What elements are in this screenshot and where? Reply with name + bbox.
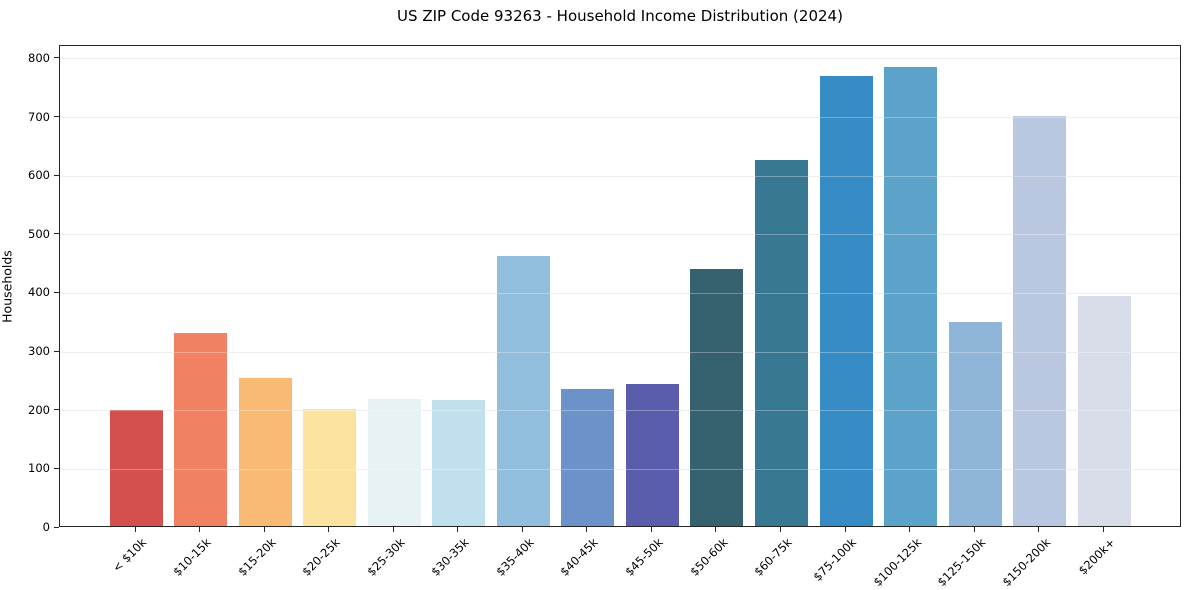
gridline bbox=[60, 234, 1180, 236]
x-tick-mark bbox=[521, 527, 523, 532]
x-tick-label: $15-20k bbox=[234, 535, 279, 579]
x-tick-mark bbox=[1102, 527, 1104, 532]
y-tick-mark bbox=[54, 350, 59, 352]
x-tick-mark bbox=[134, 527, 136, 532]
x-tick-mark bbox=[199, 527, 201, 532]
x-tick-mark bbox=[844, 527, 846, 532]
x-tick-label: $75-100k bbox=[810, 535, 860, 584]
x-tick-mark bbox=[457, 527, 459, 532]
bar bbox=[174, 332, 228, 526]
bar bbox=[755, 159, 808, 526]
bar bbox=[432, 399, 486, 526]
y-tick-mark bbox=[54, 291, 59, 293]
x-tick-label: $45-50k bbox=[622, 535, 666, 579]
bar bbox=[690, 269, 744, 526]
gridline-overlay bbox=[60, 58, 1180, 60]
x-tick-mark bbox=[909, 527, 911, 532]
x-tick-label: $200k+ bbox=[1075, 535, 1118, 578]
y-tick-mark bbox=[54, 233, 59, 235]
gridline bbox=[60, 351, 1180, 353]
bar bbox=[109, 409, 163, 526]
bar bbox=[819, 75, 873, 526]
gridline bbox=[60, 468, 1180, 470]
y-tick-label: 400 bbox=[28, 285, 50, 300]
bar bbox=[1077, 296, 1131, 526]
y-tick-label: 600 bbox=[28, 168, 50, 183]
y-tick-label: 100 bbox=[28, 461, 50, 476]
x-tick-label: $25-30k bbox=[363, 535, 408, 579]
x-tick-label: $40-45k bbox=[557, 535, 602, 579]
x-tick-label: $150-200k bbox=[999, 535, 1053, 590]
bar bbox=[367, 398, 421, 526]
x-tick-label: $50-60k bbox=[686, 535, 731, 579]
x-tick-mark bbox=[973, 527, 975, 532]
gridline bbox=[60, 292, 1180, 294]
x-tick-label: $100-125k bbox=[870, 535, 924, 590]
gridline-overlay bbox=[60, 351, 1180, 353]
x-tick-mark bbox=[263, 527, 265, 532]
y-tick-label: 0 bbox=[42, 520, 50, 534]
gridline-overlay bbox=[60, 175, 1180, 177]
y-tick-mark bbox=[54, 57, 59, 59]
bar bbox=[1013, 115, 1067, 526]
gridline-overlay bbox=[60, 410, 1180, 412]
y-tick-mark bbox=[54, 467, 59, 469]
gridline-overlay bbox=[60, 468, 1180, 470]
chart-title: US ZIP Code 93263 - Household Income Dis… bbox=[397, 7, 843, 25]
bar bbox=[496, 256, 550, 526]
bar bbox=[884, 66, 938, 526]
x-tick-label: $125-150k bbox=[934, 535, 989, 590]
bar bbox=[303, 408, 357, 526]
y-tick-label: 200 bbox=[28, 402, 50, 417]
x-tick-mark bbox=[715, 527, 717, 532]
y-tick-label: 800 bbox=[28, 50, 50, 65]
x-tick-mark bbox=[650, 527, 652, 532]
plot-area bbox=[59, 45, 1181, 527]
x-tick-label: $10-15k bbox=[170, 535, 214, 579]
bar bbox=[948, 321, 1002, 526]
gridline bbox=[60, 117, 1180, 119]
x-tick-label: < $10k bbox=[109, 535, 150, 575]
bar bbox=[561, 388, 615, 526]
gridline-overlay bbox=[60, 292, 1180, 294]
bar bbox=[238, 378, 292, 526]
y-tick-label: 300 bbox=[28, 344, 50, 359]
y-tick-label: 700 bbox=[28, 109, 50, 124]
gridline bbox=[60, 410, 1180, 412]
gridline bbox=[60, 58, 1180, 60]
x-tick-label: $30-35k bbox=[428, 535, 472, 579]
gridline-overlay bbox=[60, 117, 1180, 119]
y-tick-mark bbox=[54, 409, 59, 411]
gridline bbox=[60, 175, 1180, 177]
y-tick-mark bbox=[54, 526, 59, 528]
y-tick-mark bbox=[54, 116, 59, 118]
x-tick-mark bbox=[1038, 527, 1040, 532]
x-tick-label: $35-40k bbox=[493, 535, 537, 579]
x-tick-mark bbox=[392, 527, 394, 532]
bar bbox=[625, 383, 679, 526]
y-tick-label: 500 bbox=[28, 226, 50, 241]
x-tick-mark bbox=[586, 527, 588, 532]
x-tick-label: $60-75k bbox=[751, 535, 795, 579]
x-tick-label: $20-25k bbox=[299, 535, 343, 579]
gridline-overlay bbox=[60, 234, 1180, 236]
x-tick-mark bbox=[328, 527, 330, 532]
x-tick-mark bbox=[780, 527, 781, 532]
y-tick-mark bbox=[54, 174, 59, 176]
